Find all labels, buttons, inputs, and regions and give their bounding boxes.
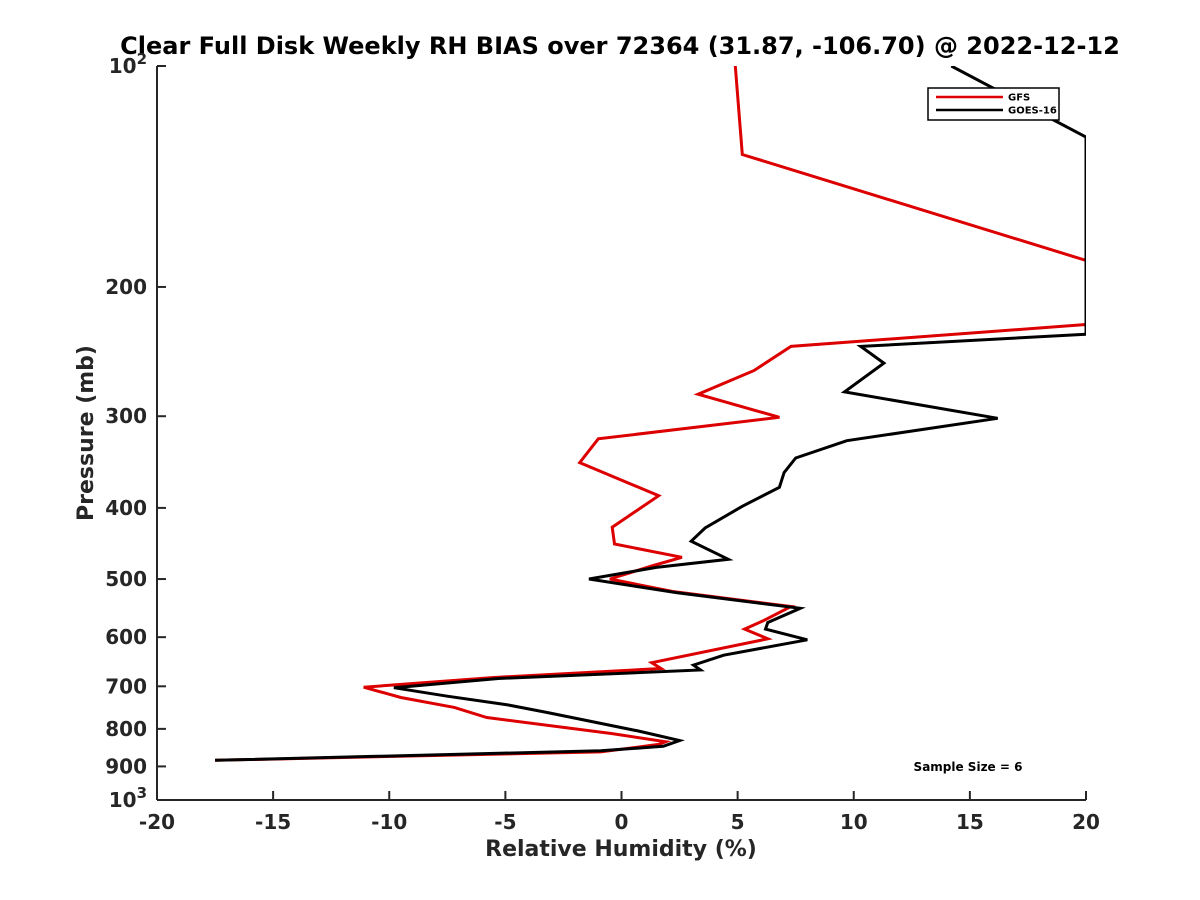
series-line-goes-16: [215, 66, 1086, 762]
legend-entry: GOES-16: [1008, 106, 1057, 117]
x-tick-label: -10: [371, 810, 407, 834]
series-layer: [215, 66, 1086, 762]
y-tick-label: 900: [105, 754, 147, 778]
x-tick-label: -20: [139, 810, 175, 834]
series-line-gfs: [215, 66, 1086, 762]
y-tick-label: 500: [105, 567, 147, 591]
legend: GFS GOES-16: [927, 87, 1060, 121]
legend-box: [927, 87, 1060, 121]
x-tick-label: 20: [1072, 810, 1100, 834]
y-axis-label: Pressure (mb): [74, 345, 99, 521]
y-tick-label: 800: [105, 717, 147, 741]
y-tick-label: 600: [105, 625, 147, 649]
y-tick-label: 400: [105, 496, 147, 520]
y-tick-label: 300: [105, 404, 147, 428]
tick-labels: -20 -15 -10 -5 0 5 10 15 20 102 200 300 400 500 600 700…: [105, 50, 1100, 834]
chart-title: Clear Full Disk Weekly RH BIAS over 7236…: [120, 32, 1120, 60]
y-tick-label: 200: [105, 275, 147, 299]
sample-size-annotation: Sample Size = 6: [914, 760, 1023, 774]
x-tick-label: 15: [956, 810, 984, 834]
x-tick-label: -15: [255, 810, 291, 834]
y-tick-label: 102: [109, 50, 147, 78]
legend-entry: GFS: [1008, 93, 1030, 104]
y-tick-label: 103: [109, 784, 147, 812]
x-tick-label: 10: [840, 810, 868, 834]
x-tick-label: 5: [731, 810, 745, 834]
x-axis-label: Relative Humidity (%): [485, 837, 757, 862]
axes: [156, 65, 1087, 801]
x-tick-label: -5: [494, 810, 516, 834]
x-tick-label: 0: [615, 810, 629, 834]
y-tick-label: 700: [105, 674, 147, 698]
